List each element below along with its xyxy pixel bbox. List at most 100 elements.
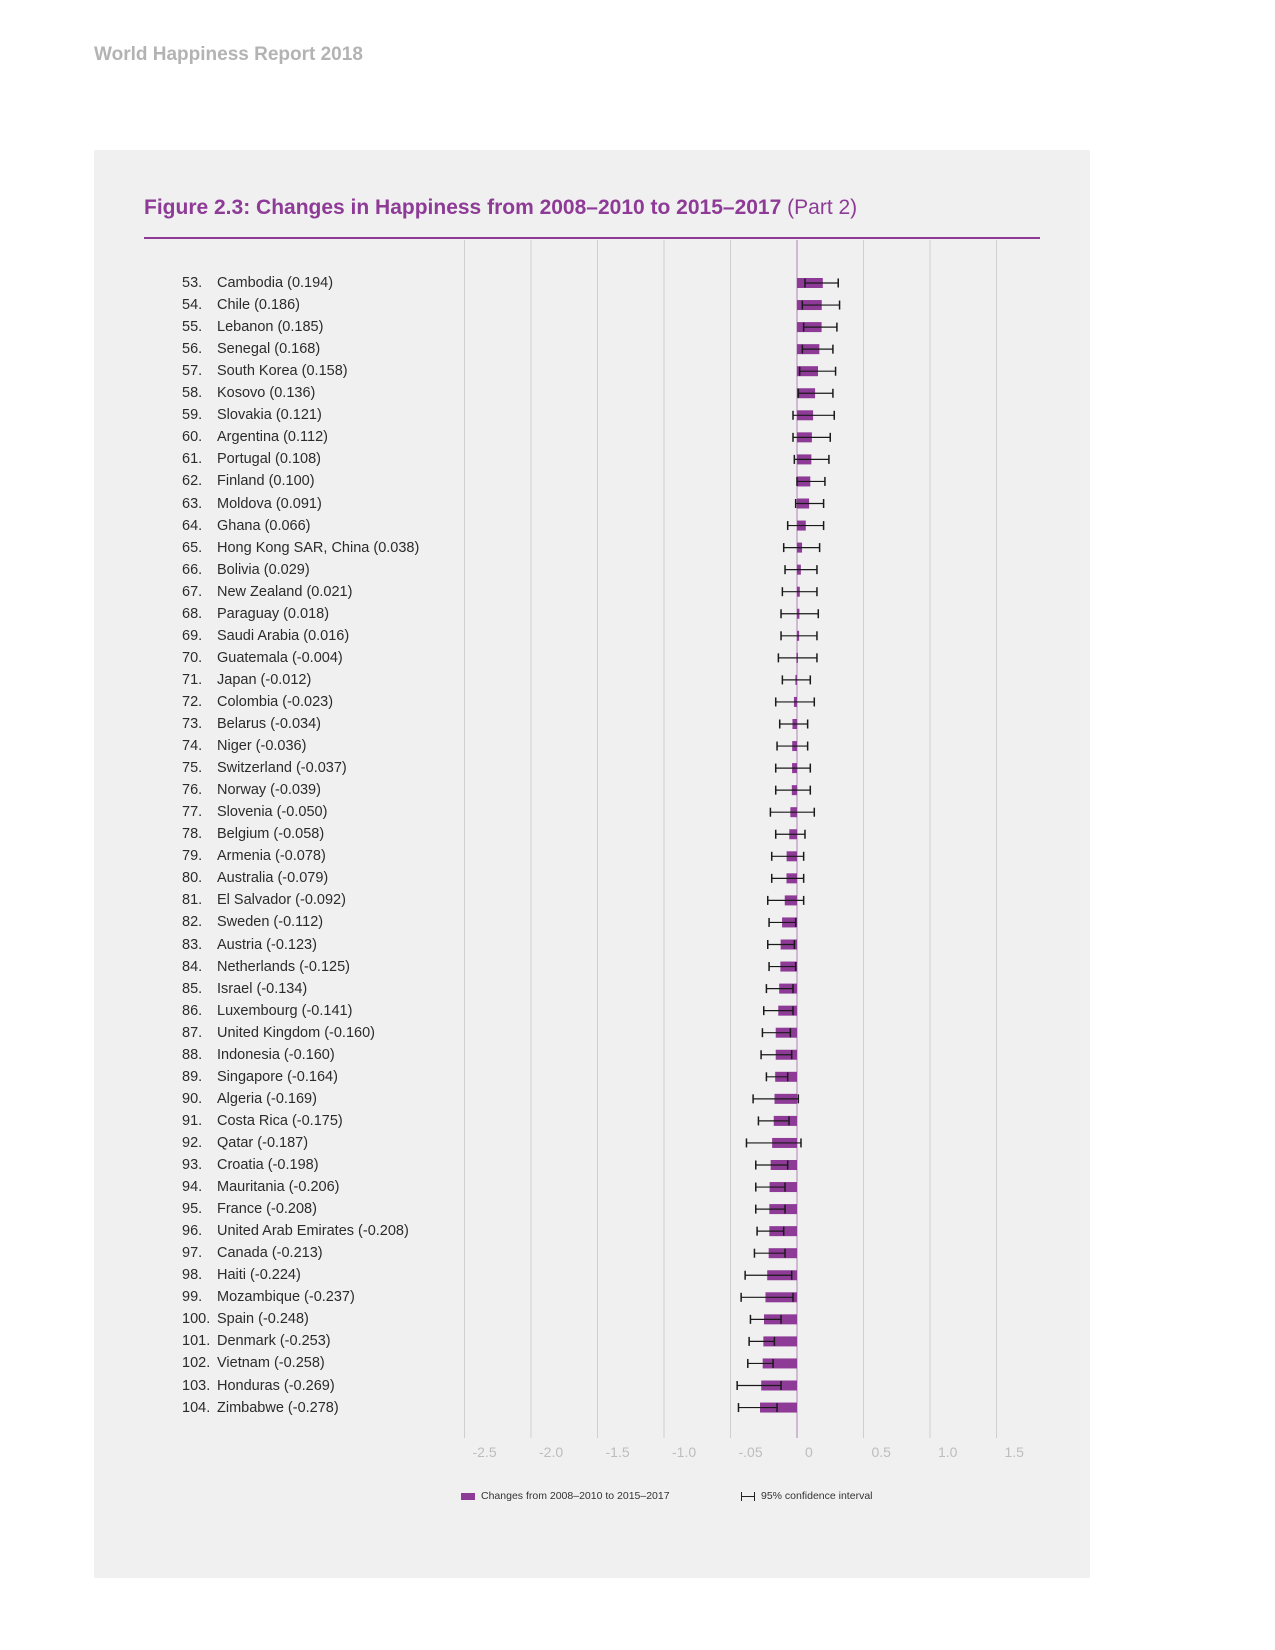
country-label: 101. Denmark (-0.253) [182,1330,331,1352]
country-rank: 93. [182,1157,203,1173]
country-label: 91. Costa Rica (-0.175) [182,1110,343,1132]
country-rank: 54. [182,297,203,314]
country-label: 79. Armenia (-0.078) [182,845,326,867]
country-label: 81. El Salvador (-0.092) [182,889,346,911]
country-label: 95. France (-0.208) [182,1198,317,1220]
country-label: 78. Belgium (-0.058) [182,823,324,845]
country-label: 86. Luxembourg (-0.141) [182,1000,352,1022]
country-rank: 59. [182,407,203,424]
country-label: 90. Algeria (-0.169) [182,1088,317,1110]
figure-title-part: (Part 2) [787,196,858,219]
country-label: 82. Sweden (-0.112) [182,911,323,933]
country-name: Canada (-0.213) [217,1245,323,1262]
country-rank: 72. [182,693,203,710]
country-rank: 69. [182,627,203,644]
country-rank: 66. [182,561,203,578]
country-label: 67. New Zealand (0.021) [182,581,352,603]
country-label: 57. South Korea (0.158) [182,360,348,382]
country-label: 62. Finland (0.100) [182,470,315,492]
country-name: Lebanon (0.185) [217,319,324,336]
country-label: 89. Singapore (-0.164) [182,1066,338,1088]
country-rank: 98. [182,1267,203,1284]
country-name: Luxembourg (-0.141) [217,1002,353,1019]
country-label: 102. Vietnam (-0.258) [182,1352,325,1374]
country-name: Croatia (-0.198) [217,1157,319,1173]
legend-ci: 95% confidence interval [741,1490,873,1502]
country-rank: 60. [182,429,203,446]
country-name: Israel (-0.134) [217,980,308,997]
country-name: Mauritania (-0.206) [217,1179,340,1196]
country-rank: 92. [182,1134,203,1151]
country-name: Japan (-0.012) [217,671,312,688]
x-tick-label: 1.5 [1005,1444,1025,1460]
country-label: 93. Croatia (-0.198) [182,1154,319,1176]
country-label: 60. Argentina (0.112) [182,426,328,448]
country-rank: 99. [182,1289,203,1306]
country-name: Haiti (-0.224) [217,1267,301,1284]
country-rank: 100. [182,1311,211,1328]
country-rank: 58. [182,385,203,402]
country-rank: 63. [182,495,203,512]
country-rank: 84. [182,958,203,975]
country-name: Saudi Arabia (0.016) [217,627,350,644]
country-label: 59. Slovakia (0.121) [182,404,322,426]
country-label: 94. Mauritania (-0.206) [182,1176,340,1198]
country-label: 80. Australia (-0.079) [182,867,328,889]
x-tick-label: -1.5 [606,1444,630,1460]
country-label: 54. Chile (0.186) [182,294,300,316]
country-label: 70. Guatemala (-0.004) [182,647,343,669]
country-name: Slovenia (-0.050) [217,804,328,821]
country-name: Norway (-0.039) [217,782,321,799]
x-tick-label: 0 [805,1444,813,1460]
country-rank: 101. [182,1333,211,1350]
country-name: Vietnam (-0.258) [217,1355,325,1372]
country-rank: 102. [182,1355,211,1372]
country-rank: 88. [182,1046,203,1063]
x-tick-label: -.05 [739,1444,763,1460]
country-rank: 94. [182,1179,203,1196]
country-label: 76. Norway (-0.039) [182,779,321,801]
country-rank: 65. [182,539,203,556]
country-label: 75. Switzerland (-0.037) [182,757,347,779]
country-rank: 71. [182,671,203,688]
country-name: Australia (-0.079) [217,870,329,887]
country-label: 64. Ghana (0.066) [182,515,311,537]
country-label: 72. Colombia (-0.023) [182,691,333,713]
country-rank: 74. [182,738,203,755]
figure-title: Figure 2.3: Changes in Happiness from 20… [144,196,857,220]
country-name: Moldova (0.091) [217,495,322,512]
country-name: Zimbabwe (-0.278) [217,1399,339,1416]
country-label: 87. United Kingdom (-0.160) [182,1022,375,1044]
country-name: Costa Rica (-0.175) [217,1112,343,1129]
x-tick-label: -2.5 [473,1444,497,1460]
country-rank: 82. [182,914,203,931]
country-rank: 79. [182,848,203,865]
legend-ci-icon [741,1491,755,1501]
country-name: Switzerland (-0.037) [217,760,347,777]
country-rank: 95. [182,1201,203,1218]
legend-bars: Changes from 2008–2010 to 2015–2017 [461,1490,670,1502]
country-label: 97. Canada (-0.213) [182,1242,323,1264]
country-rank: 77. [182,804,203,821]
country-rank: 83. [182,936,203,953]
x-tick-label: -1.0 [672,1444,696,1460]
legend-bar-swatch [461,1492,475,1500]
country-name: Mozambique (-0.237) [217,1289,355,1306]
country-name: Qatar (-0.187) [217,1134,309,1151]
country-rank: 75. [182,760,203,777]
country-label: 74. Niger (-0.036) [182,735,306,757]
country-rank: 73. [182,716,203,732]
country-name: New Zealand (0.021) [217,583,353,600]
country-name: Slovakia (0.121) [217,407,322,424]
country-rank: 68. [182,605,203,622]
country-name: Armenia (-0.078) [217,848,326,865]
country-name: Spain (-0.248) [217,1311,309,1328]
country-name: Guatemala (-0.004) [217,649,343,666]
country-name: Singapore (-0.164) [217,1068,338,1085]
country-label: 85. Israel (-0.134) [182,978,307,1000]
country-name: South Korea (0.158) [217,363,348,380]
figure-title-main: Figure 2.3: Changes in Happiness from 20… [144,196,782,219]
country-label: 104. Zimbabwe (-0.278) [182,1397,339,1419]
country-label: 66. Bolivia (0.029) [182,559,310,581]
